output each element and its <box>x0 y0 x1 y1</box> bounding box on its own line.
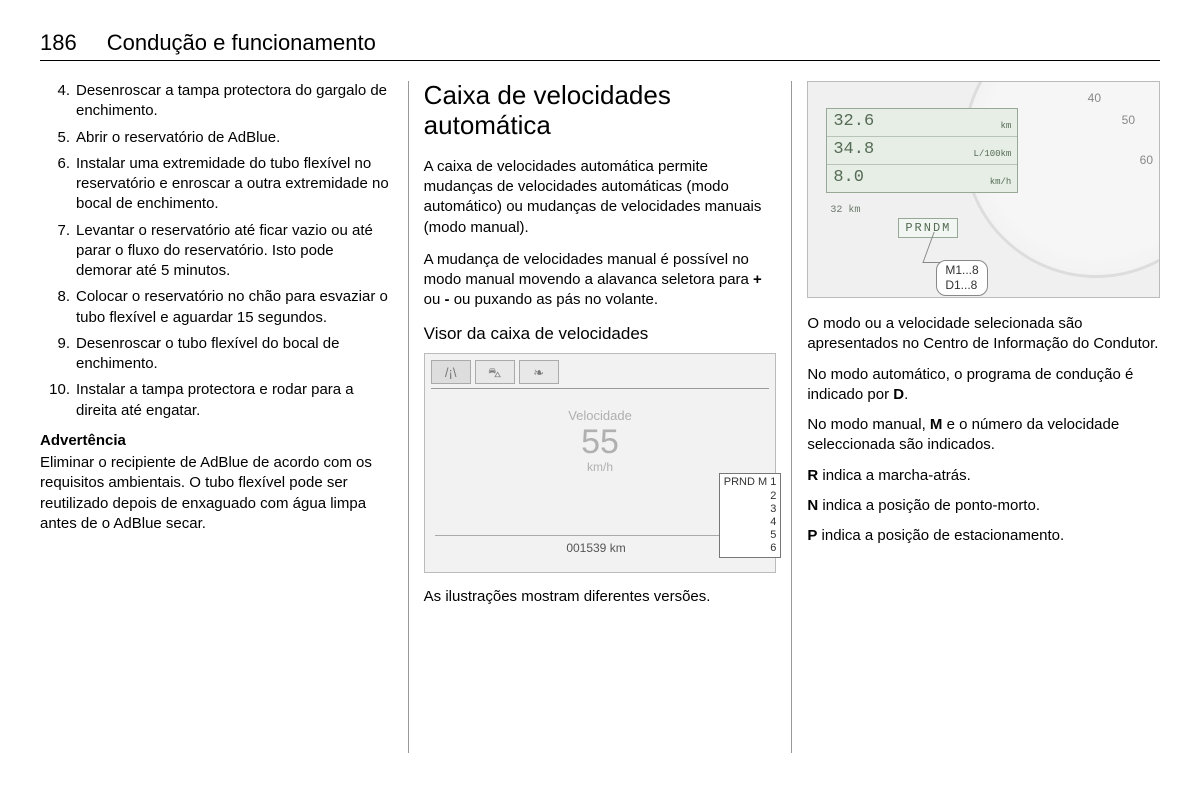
section-title: Caixa de velocidades automática <box>424 81 777 141</box>
lcd-line-consumption: 34.8 L/100km <box>827 137 1017 165</box>
gear-6: 6 <box>724 542 777 555</box>
text: . <box>904 386 908 403</box>
step-9: 9.Desenroscar o tubo flexível do bocal d… <box>40 334 393 375</box>
gear-2: 2 <box>724 490 777 503</box>
warning-body: Eliminar o recipiente de AdBlue de acord… <box>40 453 393 534</box>
figure-caption: As ilustrações mostram diferentes versõe… <box>424 587 777 607</box>
gear-5: 5 <box>724 529 777 542</box>
text: indica a marcha-atrás. <box>818 467 971 484</box>
column-2: Caixa de velocidades automática A caixa … <box>409 81 793 753</box>
column-3: 40 50 60 32.6 km 34.8 L/100km 8.0 km/h 32 k… <box>792 81 1160 753</box>
paragraph: N indica a posição de ponto-morto. <box>807 496 1160 516</box>
lcd-line-range: 32.6 km <box>827 109 1017 137</box>
paragraph: No modo automático, o programa de conduç… <box>807 365 1160 406</box>
odometer-value: 001539 km <box>435 540 758 556</box>
step-4: 4.Desenroscar a tampa protectora do garg… <box>40 81 393 122</box>
speed-block: Velocidade 55 km/h <box>431 407 770 475</box>
display-tabs: /¡\ ⛍ ❧ <box>431 360 770 389</box>
value: 32.6 <box>833 111 874 134</box>
paragraph: A mudança de velocidades manual é possív… <box>424 250 777 311</box>
paragraph: R indica a marcha-atrás. <box>807 466 1160 486</box>
value: 34.8 <box>833 139 874 162</box>
r-indicator: R <box>807 467 818 484</box>
gear-3: 3 <box>724 503 777 516</box>
gear-callout: PRND M 1 2 3 4 5 6 <box>719 473 782 558</box>
chapter-title: Condução e funcionamento <box>107 30 376 56</box>
step-text: Desenroscar a tampa protectora do gargal… <box>76 81 393 122</box>
transmission-display-figure-2: 40 50 60 32.6 km 34.8 L/100km 8.0 km/h 32 k… <box>807 81 1160 298</box>
step-text: Abrir o reservatório de AdBlue. <box>76 128 280 148</box>
odometer-row: 001539 km P <box>435 535 766 556</box>
text: ou <box>424 291 445 308</box>
bubble-line-m: M1...8 <box>945 263 978 278</box>
step-6: 6.Instalar uma extremidade do tubo flexí… <box>40 154 393 215</box>
unit: km <box>1001 120 1012 134</box>
manual-page: 186 Condução e funcionamento 4.Desenrosc… <box>0 0 1200 802</box>
paragraph: No modo manual, M e o número da velocida… <box>807 415 1160 456</box>
value: 8.0 <box>833 167 864 190</box>
text: No modo automático, o programa de conduç… <box>807 366 1133 403</box>
unit: L/100km <box>974 148 1012 162</box>
eco-tab-icon: ❧ <box>519 360 559 384</box>
text: ou puxando as pás no volante. <box>450 291 659 308</box>
step-num: 8. <box>40 287 76 328</box>
gear-4: 4 <box>724 516 777 529</box>
dial-tick-40: 40 <box>1088 90 1101 106</box>
text: A mudança de velocidades manual é possív… <box>424 251 753 288</box>
m-indicator: M <box>930 416 943 433</box>
plus-symbol: + <box>753 271 762 288</box>
unit: km/h <box>990 176 1012 190</box>
text: indica a posição de ponto-morto. <box>818 497 1040 514</box>
warning-heading: Advertência <box>40 431 393 451</box>
text: No modo manual, <box>807 416 930 433</box>
step-text: Instalar uma extremidade do tubo flexíve… <box>76 154 393 215</box>
step-text: Instalar a tampa protectora e rodar para… <box>76 380 393 421</box>
page-header: 186 Condução e funcionamento <box>40 30 1160 61</box>
step-num: 7. <box>40 221 76 282</box>
step-num: 5. <box>40 128 76 148</box>
gear-range-bubble: M1...8 D1...8 <box>936 260 987 296</box>
step-num: 4. <box>40 81 76 122</box>
step-num: 10. <box>40 380 76 421</box>
step-7: 7.Levantar o reservatório até ficar vazi… <box>40 221 393 282</box>
paragraph: A caixa de velocidades automática permit… <box>424 157 777 238</box>
paragraph: P indica a posição de estacionamento. <box>807 526 1160 546</box>
prnd-row: PRND M 1 <box>724 476 777 489</box>
bubble-line-d: D1...8 <box>945 278 978 293</box>
column-1: 4.Desenroscar a tampa protectora do garg… <box>40 81 409 753</box>
sub-heading: Visor da caixa de velocidades <box>424 323 777 346</box>
page-number: 186 <box>40 30 77 56</box>
step-text: Levantar o reservatório até ficar vazio … <box>76 221 393 282</box>
step-num: 9. <box>40 334 76 375</box>
text: indica a posição de estacionamento. <box>817 527 1064 544</box>
car-tab-icon: ⛍ <box>475 360 515 384</box>
transmission-display-figure-1: /¡\ ⛍ ❧ Velocidade 55 km/h 001539 km P P… <box>424 353 777 573</box>
step-text: Colocar o reservatório no chão para esva… <box>76 287 393 328</box>
n-indicator: N <box>807 497 818 514</box>
column-3-text: O modo ou a velocidade selecionada são a… <box>807 314 1160 546</box>
p-indicator: P <box>807 527 817 544</box>
procedure-list: 4.Desenroscar a tampa protectora do garg… <box>40 81 393 421</box>
step-text: Desenroscar o tubo flexível do bocal de … <box>76 334 393 375</box>
step-num: 6. <box>40 154 76 215</box>
step-10: 10.Instalar a tampa protectora e rodar p… <box>40 380 393 421</box>
paragraph: O modo ou a velocidade selecionada são a… <box>807 314 1160 355</box>
road-tab-icon: /¡\ <box>431 360 471 384</box>
speed-value: 55 <box>431 425 770 459</box>
d-indicator: D <box>893 386 904 403</box>
lcd-line-avgspeed: 8.0 km/h <box>827 165 1017 192</box>
dial-tick-50: 50 <box>1122 112 1135 128</box>
columns: 4.Desenroscar a tampa protectora do garg… <box>40 81 1160 753</box>
step-8: 8.Colocar o reservatório no chão para es… <box>40 287 393 328</box>
dial-tick-60: 60 <box>1140 152 1153 168</box>
step-5: 5.Abrir o reservatório de AdBlue. <box>40 128 393 148</box>
lcd-panel: 32.6 km 34.8 L/100km 8.0 km/h <box>826 108 1018 193</box>
trip-km: 32 km <box>830 204 860 218</box>
